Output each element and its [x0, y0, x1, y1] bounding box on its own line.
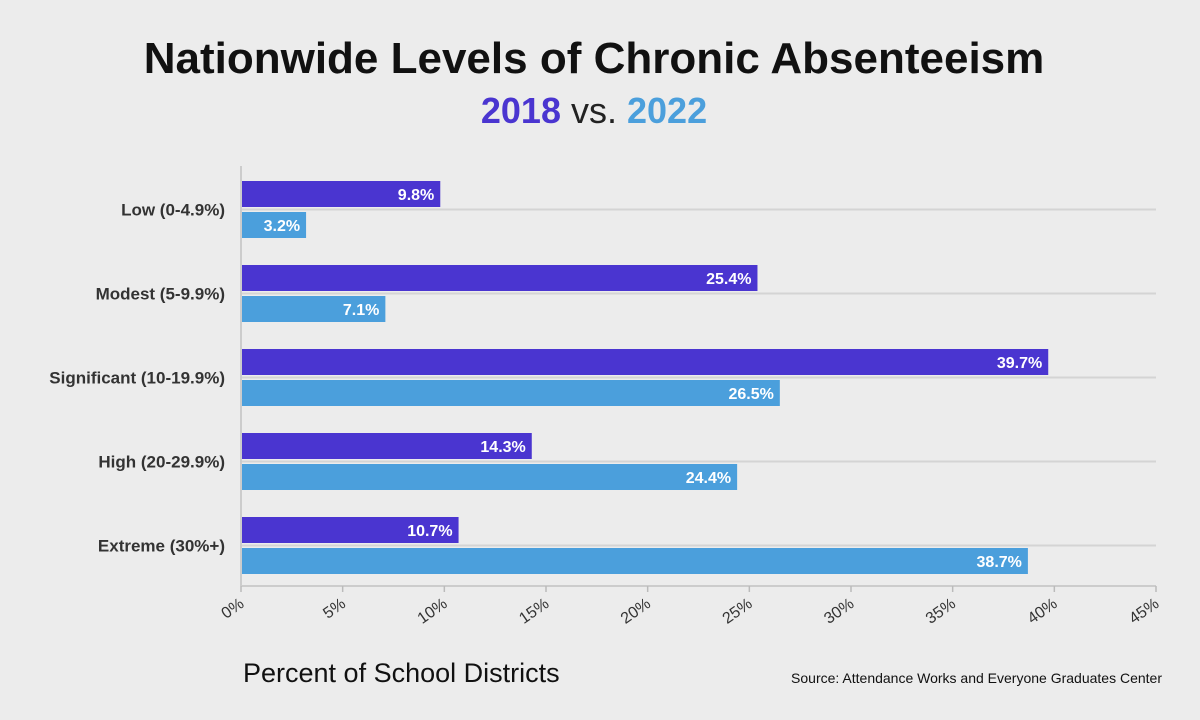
chart-title: Nationwide Levels of Chronic Absenteeism — [143, 34, 1045, 83]
bar-2018 — [241, 265, 758, 291]
subtitle-year-2022: 2022 — [627, 90, 708, 131]
bar-2022 — [241, 296, 386, 322]
bar-2022 — [241, 212, 307, 238]
x-tick-label: 20% — [618, 595, 654, 627]
chart-subtitle: 2018 vs. 2022 — [0, 90, 1188, 132]
category-label: Modest (5-9.9%) — [96, 285, 225, 304]
category-label: Low (0-4.9%) — [121, 201, 225, 220]
bar-2018 — [241, 433, 532, 459]
category-label: Extreme (30%+) — [98, 537, 225, 556]
source-note: Source: Attendance Works and Everyone Gr… — [791, 670, 1162, 686]
category-label: High (20-29.9%) — [98, 453, 225, 472]
x-tick-label: 0% — [219, 595, 248, 622]
x-tick-label: 40% — [1025, 595, 1061, 627]
x-tick-label: 5% — [320, 595, 349, 622]
bar-2022 — [241, 548, 1028, 574]
x-tick-label: 35% — [923, 595, 959, 627]
x-tick-label: 25% — [720, 595, 756, 627]
bar-value-label: 38.7% — [977, 554, 1022, 571]
x-axis-title: Percent of School Districts — [243, 658, 560, 688]
bar-2018 — [241, 181, 441, 207]
x-tick-label: 15% — [516, 595, 552, 627]
subtitle-vs: vs. — [570, 90, 617, 131]
bar-value-label: 14.3% — [480, 439, 525, 456]
bar-2022 — [241, 464, 738, 490]
bar-value-label: 26.5% — [728, 386, 773, 403]
bar-2018 — [241, 517, 459, 543]
x-tick-label: 45% — [1126, 595, 1162, 627]
bar-value-label: 9.8% — [398, 187, 434, 204]
bar-value-label: 7.1% — [343, 302, 379, 319]
bar-value-label: 25.4% — [706, 271, 751, 288]
x-tick-label: 10% — [415, 595, 451, 627]
x-tick-label: 30% — [821, 595, 857, 627]
bar-value-label: 24.4% — [686, 470, 731, 487]
bar-value-label: 3.2% — [264, 218, 300, 235]
bar-value-label: 39.7% — [997, 355, 1042, 372]
bar-2018 — [241, 349, 1049, 375]
subtitle-year-2018: 2018 — [480, 90, 561, 131]
category-label: Significant (10-19.9%) — [49, 369, 225, 388]
bar-2022 — [241, 380, 780, 406]
bar-value-label: 10.7% — [407, 523, 452, 540]
